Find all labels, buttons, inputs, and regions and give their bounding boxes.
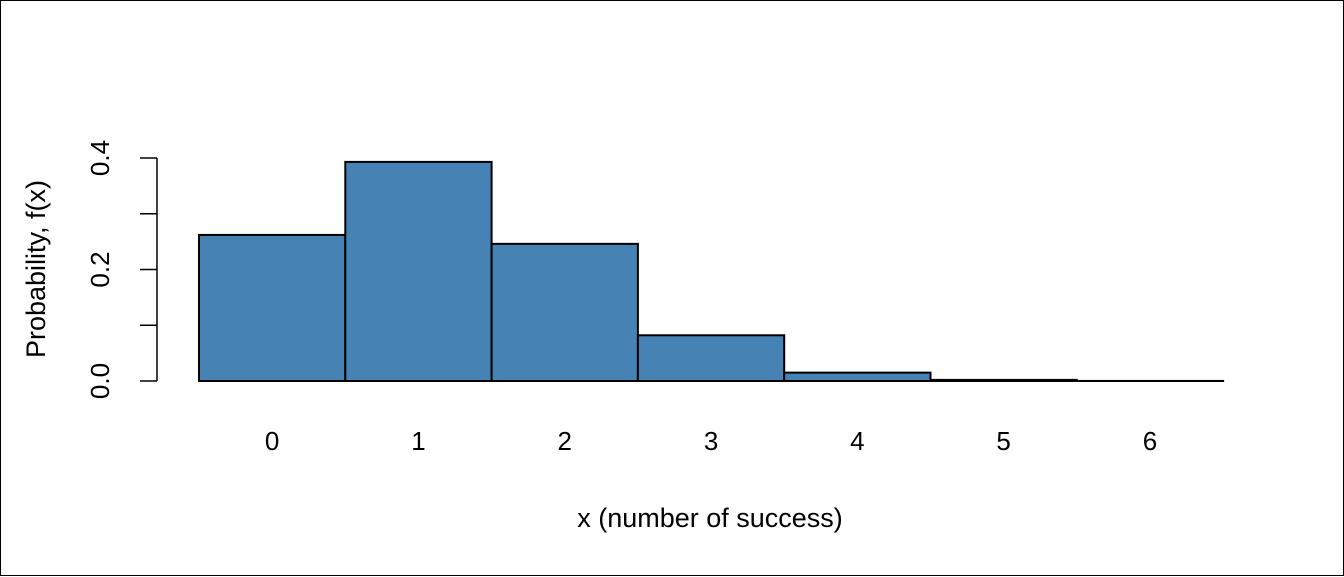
bar-0 <box>199 235 345 381</box>
x-tick-label: 4 <box>850 426 864 456</box>
y-tick-label: 0.4 <box>85 140 115 176</box>
y-tick-label: 0.0 <box>85 363 115 399</box>
x-tick-label: 3 <box>704 426 718 456</box>
x-axis-title: x (number of success) <box>577 503 843 533</box>
x-tick-label: 5 <box>996 426 1010 456</box>
bar-1 <box>345 162 491 381</box>
x-tick-labels: 0 1 2 3 4 5 6 <box>265 426 1157 456</box>
x-tick-label: 2 <box>558 426 572 456</box>
y-axis: 0.0 0.2 0.4 <box>85 140 157 399</box>
bars-group <box>199 162 1223 381</box>
bar-2 <box>492 244 638 381</box>
x-tick-label: 1 <box>411 426 425 456</box>
y-tick-label: 0.2 <box>85 251 115 287</box>
x-tick-label: 0 <box>265 426 279 456</box>
bar-4 <box>784 373 930 381</box>
bar-3 <box>638 335 784 381</box>
y-axis-title: Probability, f(x) <box>21 180 51 358</box>
x-tick-label: 6 <box>1143 426 1157 456</box>
